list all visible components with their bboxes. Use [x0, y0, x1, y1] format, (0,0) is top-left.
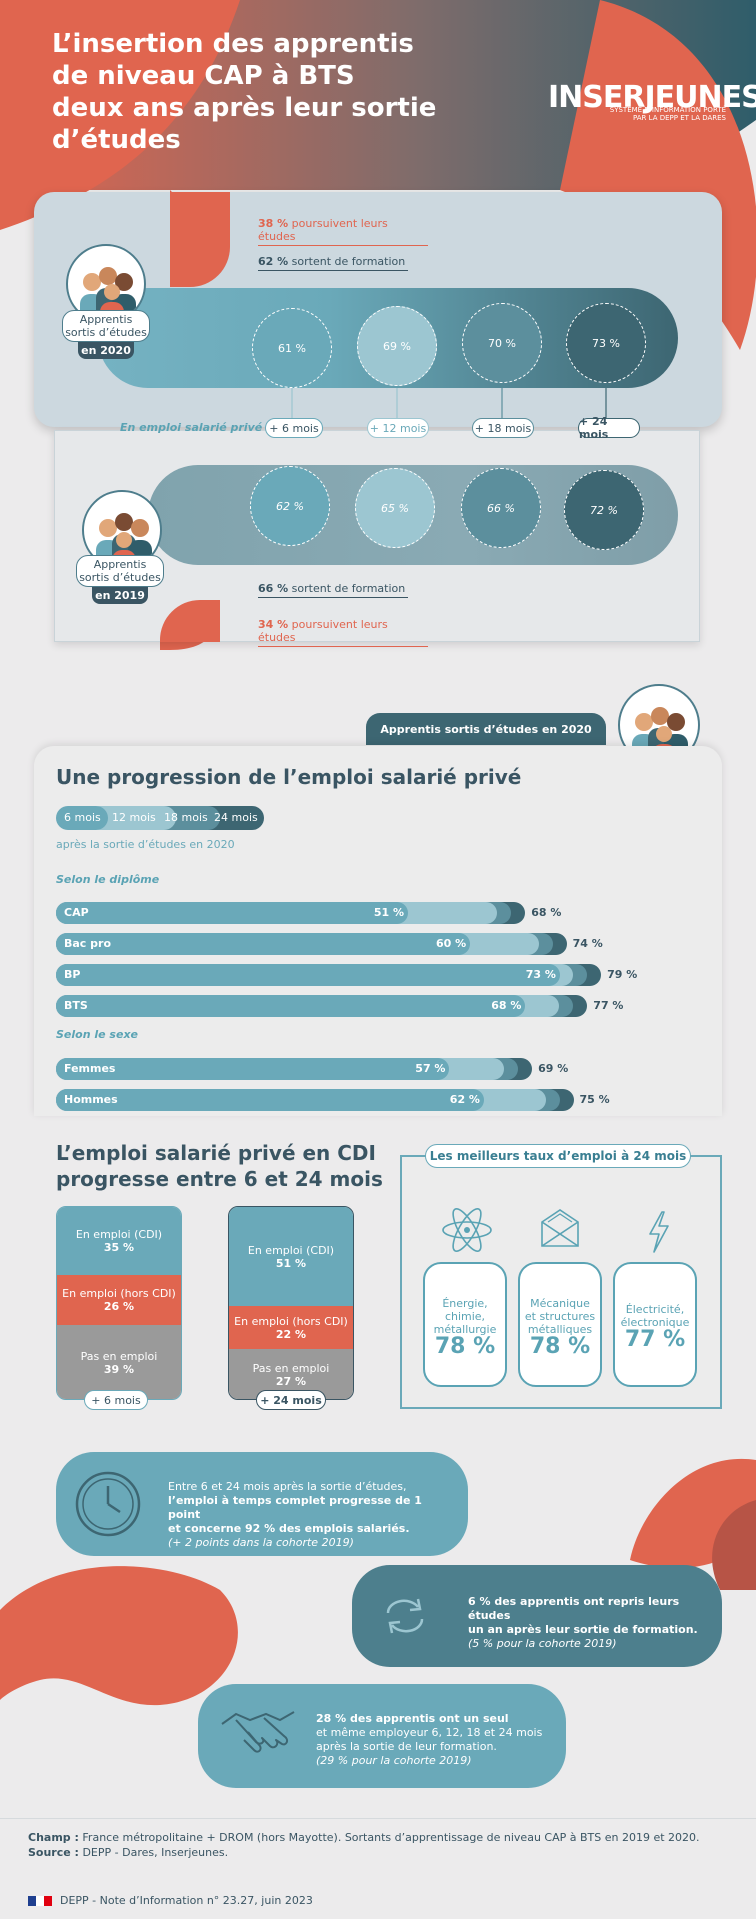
bar-value-24m: 69 % [538, 1062, 569, 1075]
cdi-segment-0: En emploi (CDI) 35 % [57, 1207, 181, 1275]
inserjeunes-logo: INSERJEUNES [548, 80, 756, 115]
rate-2019-12m: 65 % [355, 468, 435, 548]
french-flag-icon [28, 1896, 52, 1906]
legend-6m: 6 mois [64, 811, 101, 824]
cdi-column-6m: En emploi (CDI) 35 % En emploi (hors CDI) 2… [56, 1206, 182, 1400]
cdi-label-6m: + 6 mois [84, 1390, 148, 1410]
legend-18m: 18 mois [164, 811, 208, 824]
horizon-18m: + 18 mois [472, 418, 534, 438]
facts-background-shapes [0, 1458, 756, 1706]
bar-value-24m: 77 % [593, 999, 624, 1012]
legend-24m: 24 mois [214, 811, 258, 824]
bar-label: Hommes [64, 1093, 118, 1106]
bar-value-24m: 79 % [607, 968, 638, 981]
bar-6m [56, 964, 560, 986]
bar-row-femmes: Femmes 57 % 69 % [56, 1058, 572, 1080]
bar-value-6m: 60 % [436, 937, 467, 950]
bar-value-24m: 68 % [531, 906, 562, 919]
leave-2020-label: 62 % sortent de formation [258, 255, 408, 271]
legend-12m: 12 mois [112, 811, 156, 824]
studies-2020-label: 38 % poursuivent leurs études [258, 217, 428, 246]
cohort-2019-badge: Apprentis sortis d’études en 2019 [76, 555, 164, 604]
cohort-2020-badge: Apprentis sortis d’études en 2020 [62, 310, 150, 359]
rate-2019-6m: 62 % [250, 466, 330, 546]
rate-2020-18m: 70 % [462, 303, 542, 383]
bar-value-6m: 51 % [373, 906, 405, 919]
bar-value-6m: 73 % [525, 968, 556, 981]
cdi-segment-0: En emploi (CDI) 51 % [229, 1207, 353, 1306]
by-diploma-label: Selon le diplôme [56, 873, 160, 886]
cdi-segment-1: En emploi (hors CDI) 22 % [229, 1306, 353, 1349]
envelope-structure-icon [541, 1209, 579, 1247]
cdi-column-24m: En emploi (CDI) 51 % En emploi (hors CDI) 2… [228, 1206, 354, 1400]
legend-caption: après la sortie d’études en 2020 [56, 838, 235, 851]
handshake-icon [221, 1711, 295, 1753]
horizon-24m: + 24 mois [578, 415, 640, 441]
cdi-title: L’emploi salarié privé en CDI progresse … [56, 1141, 383, 1191]
bar-label: Bac pro [64, 937, 112, 950]
rate-2019-18m: 66 % [461, 468, 541, 548]
horizon-12m: + 12 mois [367, 418, 429, 438]
fact-same-employer: 28 % des apprentis ont un seul et même e… [198, 1684, 566, 1788]
best-card-mecanique: Mécanique et structures métalliques 78 % [518, 1262, 602, 1387]
best-card-electricite: Électricité, électronique 77 % [613, 1262, 697, 1387]
cdi-segment-2: Pas en emploi 39 % [57, 1325, 181, 1399]
best-card-energie: Énergie, chimie, métallurgie 78 % [423, 1262, 507, 1387]
footer-divider [0, 1818, 756, 1819]
refresh-icon [386, 1598, 424, 1634]
bar-row-bts: BTS 68 % 77 % [56, 995, 627, 1017]
bar-row-bp: BP 73 % 79 % [56, 964, 641, 986]
rate-2020-24m: 73 % [566, 303, 646, 383]
bar-6m [56, 902, 408, 924]
progression-legend: 6 mois 12 mois 18 mois 24 mois [56, 806, 264, 830]
logo-subtitle: SYSTÈME D’INFORMATION PORTÉ PAR LA DEPP … [609, 106, 726, 122]
rate-2020-12m: 69 % [357, 306, 437, 386]
bar-row-cap: CAP 51 % 68 % [56, 902, 565, 924]
bar-6m [56, 1089, 484, 1111]
rate-2019-24m: 72 % [564, 470, 644, 550]
bar-row-bac-pro: Bac pro 60 % 74 % [56, 933, 607, 955]
page-title: L’insertion des apprentis de niveau CAP … [52, 29, 437, 155]
by-sex-label: Selon le sexe [56, 1028, 138, 1041]
bar-label: CAP [64, 906, 89, 919]
best-rates-title: Les meilleurs taux d’emploi à 24 mois [425, 1144, 691, 1168]
horizon-6m: + 6 mois [265, 418, 323, 438]
lightning-icon [649, 1211, 669, 1253]
progression-title: Une progression de l’emploi salarié priv… [56, 765, 522, 789]
fact-fulltime: Entre 6 et 24 mois après la sortie d’étu… [56, 1452, 468, 1556]
bar-label: BTS [64, 999, 88, 1012]
bar-value-24m: 75 % [579, 1093, 610, 1106]
footer: Champ : France métropolitaine + DROM (ho… [28, 1831, 700, 1859]
bar-6m [56, 995, 526, 1017]
cdi-segment-1: En emploi (hors CDI) 26 % [57, 1275, 181, 1325]
bar-label: BP [64, 968, 81, 981]
cdi-label-24m: + 24 mois [256, 1390, 326, 1410]
employment-label: En emploi salarié privé à [120, 421, 274, 434]
bar-value-6m: 57 % [415, 1062, 446, 1075]
bar-6m [56, 933, 470, 955]
bar-value-6m: 68 % [491, 999, 522, 1012]
clock-icon [75, 1471, 141, 1537]
cdi-segment-2: Pas en emploi 27 % [229, 1349, 353, 1399]
progression-tab: Apprentis sortis d’études en 2020 [366, 713, 606, 745]
bar-6m [56, 1058, 450, 1080]
atom-icon [442, 1208, 492, 1252]
leave-2019-label: 66 % sortent de formation [258, 582, 408, 598]
studies-2019-label: 34 % poursuivent leurs études [258, 618, 428, 647]
bar-row-hommes: Hommes 62 % 75 % [56, 1089, 614, 1111]
bar-label: Femmes [64, 1062, 116, 1075]
bar-value-6m: 62 % [449, 1093, 480, 1106]
footer-note: DEPP - Note d’Information n° 23.27, juin… [60, 1894, 313, 1907]
fact-resumed-studies: 6 % des apprentis ont repris leurs étude… [352, 1565, 722, 1667]
bar-value-24m: 74 % [572, 937, 603, 950]
rate-2020-6m: 61 % [252, 308, 332, 388]
